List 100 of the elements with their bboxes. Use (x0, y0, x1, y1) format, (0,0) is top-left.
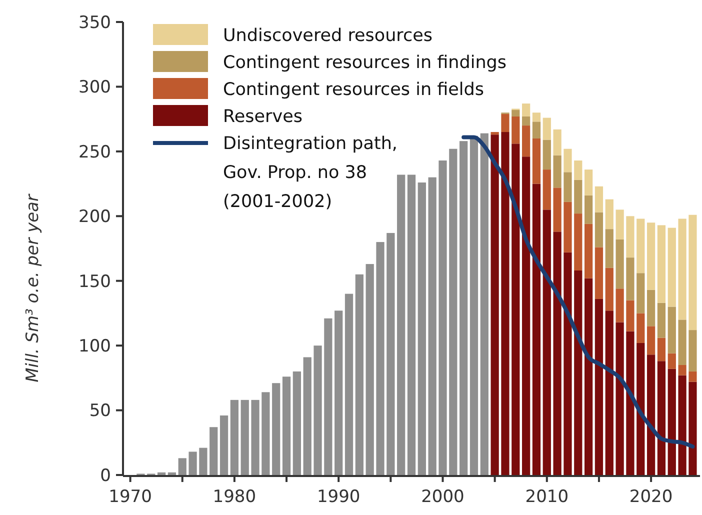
bar (272, 383, 280, 475)
bar (636, 273, 645, 314)
bar (512, 110, 520, 116)
bar (553, 129, 562, 156)
y-tick-label: 250 (78, 142, 111, 162)
bar (282, 376, 291, 475)
bar (646, 354, 656, 475)
line-series (462, 135, 695, 449)
bar (501, 114, 510, 132)
bar (376, 242, 384, 475)
bar (564, 148, 572, 172)
bar (251, 400, 260, 475)
bar (178, 458, 186, 475)
bar (418, 182, 426, 475)
bar (490, 134, 499, 475)
bar (616, 239, 624, 289)
bar (574, 270, 582, 475)
bar (334, 310, 343, 475)
bar (522, 156, 530, 475)
bar (303, 357, 312, 475)
y-tick-label: 200 (78, 207, 111, 228)
y-tick-label: 150 (78, 272, 111, 292)
bar (678, 320, 686, 365)
x-tick-label: 2000 (421, 487, 464, 507)
x-tick-label: 1990 (316, 487, 360, 507)
bar (532, 138, 541, 184)
bar (678, 375, 686, 475)
bar (522, 116, 530, 126)
bar (594, 186, 604, 212)
x-tick-label: 2020 (629, 487, 673, 507)
bar (324, 318, 332, 475)
bar (626, 331, 634, 475)
legend-label: Disintegration path, Gov. Prop. no 38 (2001-2002) (223, 134, 398, 212)
bar (542, 170, 551, 210)
bar (688, 382, 697, 475)
bar (584, 170, 593, 196)
bar (564, 252, 572, 475)
bar (532, 184, 541, 475)
bar (688, 214, 697, 330)
legend-label: Undiscovered resources (223, 26, 432, 46)
bar (292, 371, 301, 475)
bar (668, 228, 676, 307)
bar (428, 177, 436, 475)
bar (522, 126, 530, 157)
bar (626, 300, 634, 332)
legend-label: Contingent resources in fields (223, 80, 484, 100)
bar (480, 133, 488, 475)
bar (542, 118, 551, 140)
bar (626, 258, 634, 300)
bar (512, 116, 520, 144)
bar (594, 247, 604, 299)
bar (688, 371, 697, 382)
y-tick-label: 0 (100, 466, 111, 486)
x-tick-label: 2010 (525, 487, 569, 507)
bar (594, 298, 604, 475)
y-tick-label: 100 (78, 336, 111, 357)
bar (564, 202, 572, 252)
bar (688, 330, 697, 372)
y-tick-label: 300 (78, 78, 111, 98)
bar (553, 232, 562, 475)
bar (678, 364, 686, 376)
bar (574, 180, 582, 214)
bar (542, 140, 551, 170)
bar (438, 160, 447, 475)
bar (636, 342, 645, 475)
x-tick-label: 1980 (212, 487, 256, 507)
x-tick-label: 1970 (108, 487, 152, 507)
bar (605, 268, 614, 311)
bar (605, 229, 614, 268)
legend-label: Reserves (223, 107, 302, 127)
bar (668, 306, 676, 354)
bar (564, 172, 572, 202)
bar (532, 112, 541, 122)
bar (230, 400, 239, 475)
bar (574, 160, 582, 180)
bar (199, 448, 208, 475)
bar (188, 452, 197, 475)
bar (605, 199, 614, 230)
bar (646, 222, 656, 290)
bar (210, 427, 218, 475)
bar (616, 322, 624, 475)
y-tick-label: 50 (89, 401, 111, 422)
bar (668, 368, 676, 475)
bar (668, 353, 676, 369)
bar (616, 288, 624, 322)
bar (605, 310, 614, 475)
bar (407, 174, 416, 475)
y-tick-label: 350 (78, 12, 111, 33)
bar (262, 392, 270, 475)
bar (397, 174, 406, 475)
bar (366, 264, 374, 475)
bar (657, 225, 666, 303)
bar (657, 338, 666, 362)
bar (584, 278, 593, 475)
bar (449, 148, 458, 475)
bar (470, 136, 478, 475)
bar (594, 212, 604, 248)
bar (626, 216, 634, 258)
bar (532, 122, 541, 138)
bar (542, 210, 551, 475)
